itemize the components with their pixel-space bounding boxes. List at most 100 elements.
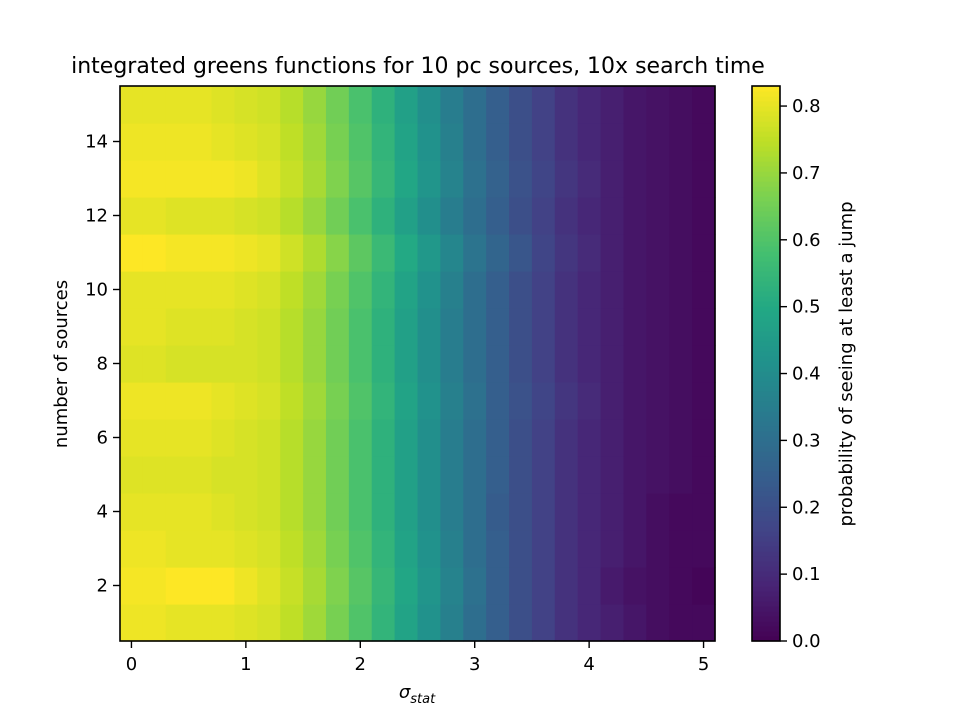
colorbar-segment bbox=[752, 371, 780, 377]
heatmap-cell bbox=[371, 604, 396, 642]
heatmap-cell bbox=[577, 271, 602, 309]
y-tick-label: 2 bbox=[97, 576, 108, 597]
heatmap-cell bbox=[348, 382, 373, 420]
heatmap-cell bbox=[120, 456, 144, 494]
colorbar-segment bbox=[752, 171, 780, 177]
heatmap-cell bbox=[463, 345, 487, 383]
colorbar-segment bbox=[752, 491, 780, 497]
heatmap-cell bbox=[646, 271, 670, 309]
heatmap-cell bbox=[531, 530, 556, 568]
x-tick-label: 4 bbox=[583, 654, 594, 675]
colorbar-segment bbox=[752, 316, 780, 322]
heatmap-cell bbox=[417, 123, 441, 161]
heatmap-cell bbox=[577, 308, 602, 346]
heatmap-cell bbox=[646, 160, 670, 198]
colorbar-segment bbox=[752, 266, 780, 272]
heatmap-cell bbox=[554, 271, 579, 309]
heatmap-cell bbox=[257, 197, 281, 235]
colorbar-tick-label: 0.6 bbox=[792, 230, 821, 251]
heatmap-cell bbox=[165, 160, 190, 198]
heatmap-cell bbox=[623, 271, 647, 309]
heatmap-cell bbox=[142, 382, 167, 420]
heatmap-cell bbox=[417, 86, 441, 124]
heatmap-cell bbox=[417, 456, 441, 494]
colorbar-segment bbox=[752, 161, 780, 167]
heatmap-cell bbox=[692, 604, 716, 642]
heatmap-cell bbox=[394, 345, 419, 383]
heatmap-cell bbox=[371, 382, 396, 420]
colorbar-segment bbox=[752, 606, 780, 612]
heatmap-cell bbox=[554, 160, 579, 198]
heatmap-cell bbox=[600, 197, 625, 235]
heatmap-cell bbox=[417, 308, 441, 346]
colorbar-segment bbox=[752, 406, 780, 412]
heatmap-cell bbox=[600, 160, 625, 198]
heatmap-cell bbox=[394, 160, 419, 198]
heatmap-cell bbox=[623, 234, 647, 272]
heatmap-cell bbox=[142, 86, 167, 124]
colorbar-segment bbox=[752, 431, 780, 437]
heatmap-cell bbox=[303, 456, 327, 494]
colorbar-segment bbox=[752, 106, 780, 112]
heatmap-cell bbox=[692, 160, 716, 198]
x-axis-label-main: σ bbox=[399, 682, 411, 703]
heatmap-cell bbox=[280, 308, 304, 346]
heatmap-cell bbox=[440, 604, 464, 642]
colorbar-segment bbox=[752, 241, 780, 247]
heatmap-cell bbox=[348, 308, 373, 346]
heatmap-cell bbox=[165, 456, 190, 494]
heatmap-cell bbox=[303, 382, 327, 420]
heatmap-cell bbox=[303, 604, 327, 642]
colorbar-segment bbox=[752, 141, 780, 147]
colorbar-segment bbox=[752, 181, 780, 187]
heatmap-cell bbox=[692, 493, 716, 531]
heatmap-cell bbox=[463, 604, 487, 642]
heatmap-cell bbox=[531, 308, 556, 346]
heatmap-cell bbox=[440, 382, 464, 420]
heatmap-cell bbox=[463, 567, 487, 605]
heatmap-cell bbox=[142, 160, 167, 198]
heatmap-cell bbox=[669, 382, 693, 420]
heatmap-cell bbox=[188, 419, 213, 457]
heatmap-cell bbox=[371, 234, 396, 272]
heatmap-cell bbox=[303, 493, 327, 531]
heatmap-cell bbox=[120, 234, 144, 272]
heatmap-cell bbox=[394, 493, 419, 531]
x-axis-label: σstat bbox=[399, 682, 436, 707]
heatmap-cell bbox=[348, 86, 373, 124]
heatmap-cell bbox=[142, 493, 167, 531]
heatmap-cell bbox=[325, 271, 350, 309]
heatmap-cell bbox=[348, 567, 373, 605]
heatmap-cell bbox=[531, 604, 556, 642]
colorbar-segment bbox=[752, 596, 780, 602]
heatmap-cell bbox=[486, 345, 510, 383]
colorbar-segment bbox=[752, 331, 780, 337]
heatmap-cell bbox=[394, 271, 419, 309]
heatmap-cell bbox=[142, 308, 167, 346]
heatmap-cell bbox=[188, 160, 213, 198]
heatmap-cell bbox=[554, 382, 579, 420]
heatmap-cell bbox=[669, 604, 693, 642]
colorbar-segment bbox=[752, 306, 780, 312]
heatmap-cell bbox=[623, 604, 647, 642]
colorbar-segment bbox=[752, 286, 780, 292]
heatmap-cell bbox=[280, 86, 304, 124]
heatmap-cell bbox=[440, 493, 464, 531]
heatmap-cell bbox=[303, 197, 327, 235]
heatmap-cell bbox=[165, 530, 190, 568]
heatmap-cell bbox=[325, 160, 350, 198]
heatmap-cell bbox=[531, 456, 556, 494]
heatmap-cell bbox=[371, 123, 396, 161]
heatmap-cell bbox=[440, 456, 464, 494]
heatmap-cell bbox=[188, 308, 213, 346]
heatmap-cell bbox=[669, 86, 693, 124]
heatmap-cell bbox=[142, 197, 167, 235]
heatmap-cell bbox=[646, 530, 670, 568]
heatmap-cell bbox=[669, 308, 693, 346]
heatmap-cell bbox=[554, 86, 579, 124]
x-tick-label: 2 bbox=[355, 654, 366, 675]
heatmap-cell bbox=[600, 493, 625, 531]
heatmap-cell bbox=[234, 419, 258, 457]
colorbar-segment bbox=[752, 261, 780, 267]
heatmap-cell bbox=[531, 197, 556, 235]
